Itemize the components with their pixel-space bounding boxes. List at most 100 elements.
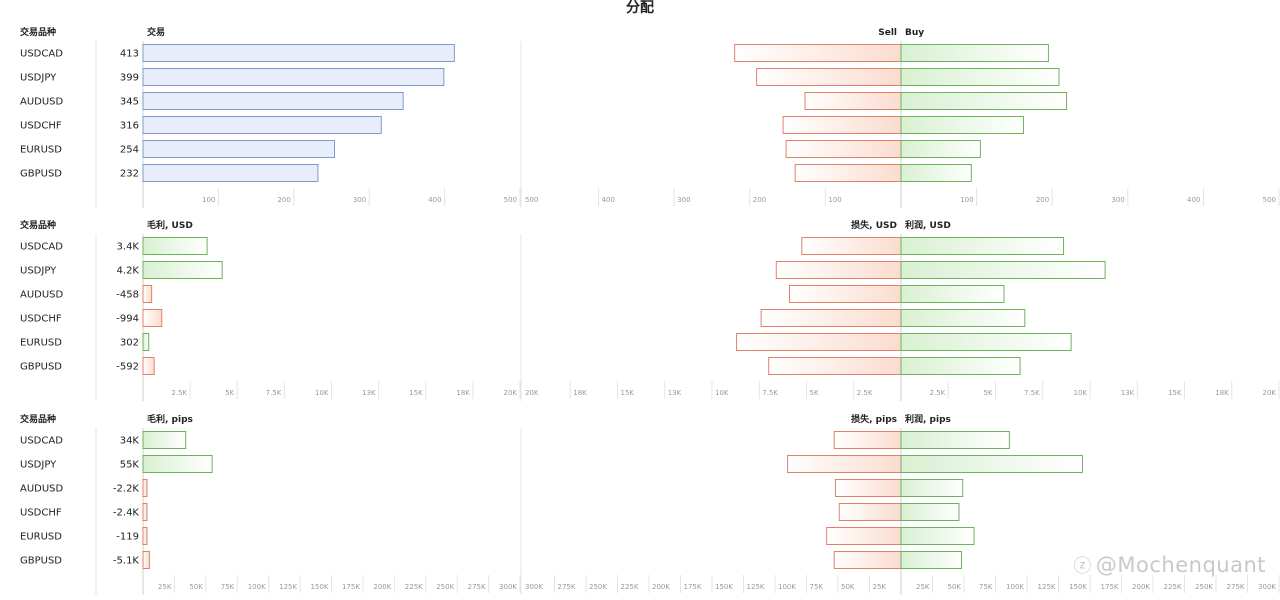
symbol-label: EURUSD — [20, 338, 62, 349]
value-label: 316 — [120, 121, 139, 132]
symbol-label: USDCHF — [20, 508, 62, 519]
sell-tick-label: 25K — [873, 583, 887, 591]
buy-tick-label: 15K — [1168, 389, 1182, 397]
sell-tick-label: 300K — [525, 583, 543, 591]
buy-tick-label: 5K — [983, 389, 992, 397]
sell-tick-label: 13K — [668, 389, 682, 397]
value-label: -119 — [116, 532, 139, 543]
left-tick-label: 175K — [342, 583, 360, 591]
left-bar — [142, 551, 150, 569]
left-tick-label: 125K — [279, 583, 297, 591]
symbol-label: GBPUSD — [20, 556, 62, 567]
value-label: 3.4K — [117, 242, 140, 253]
sell-tick-label: 175K — [684, 583, 702, 591]
buy-bar — [900, 357, 1021, 375]
value-label: -592 — [116, 362, 139, 373]
buy-tick-label: 13K — [1121, 389, 1135, 397]
buy-tick-label: 300 — [1111, 196, 1124, 204]
symbol-label: USDCAD — [20, 436, 63, 447]
sell-tick-label: 50K — [841, 583, 855, 591]
left-bar — [142, 333, 150, 351]
sell-bar — [804, 92, 902, 110]
value-label: 34K — [120, 436, 140, 447]
buy-bar — [900, 285, 1005, 303]
left-tick-label: 50K — [189, 583, 203, 591]
value-label: -994 — [116, 314, 139, 325]
buy-tick-label: 7.5K — [1024, 389, 1040, 397]
buy-tick-label: 75K — [979, 583, 993, 591]
left-bar — [142, 431, 187, 449]
buy-tick-label: 18K — [1215, 389, 1229, 397]
buy-bar — [900, 431, 1010, 449]
left-tick-label: 13K — [362, 389, 376, 397]
buy-tick-label: 100K — [1006, 583, 1024, 591]
buy-tick-label: 175K — [1101, 583, 1119, 591]
watermark-text: @Mochenquant — [1095, 553, 1266, 577]
buy-tick-label: 2.5K — [930, 389, 946, 397]
left-bar — [142, 68, 445, 86]
symbol-label: USDJPY — [20, 460, 57, 471]
buy-bar — [900, 503, 960, 521]
buy-tick-label: 150K — [1069, 583, 1087, 591]
sell-tick-label: 5K — [810, 389, 819, 397]
symbol-label: GBPUSD — [20, 362, 62, 373]
left-tick-label: 7.5K — [266, 389, 282, 397]
left-tick-label: 400 — [428, 196, 441, 204]
left-bar — [142, 140, 336, 158]
sell-tick-label: 150K — [715, 583, 733, 591]
sell-tick-label: 2.5K — [857, 389, 873, 397]
sell-bar — [736, 333, 902, 351]
symbol-label: USDJPY — [20, 266, 57, 277]
value-label: 4.2K — [117, 266, 140, 277]
left-tick-label: 300 — [353, 196, 366, 204]
buy-tick-label: 100 — [960, 196, 973, 204]
left-chart-header: 毛利, USD — [147, 219, 193, 231]
left-tick-label: 75K — [221, 583, 235, 591]
value-label: -2.4K — [113, 508, 140, 519]
page-title: 分配 — [626, 0, 654, 16]
sell-tick-label: 7.5K — [762, 389, 778, 397]
sell-tick-label: 15K — [621, 389, 635, 397]
watermark: ⓩ @Mochenquant — [1073, 552, 1266, 578]
left-tick-label: 18K — [456, 389, 470, 397]
left-tick-label: 20K — [504, 389, 518, 397]
value-label: -2.2K — [113, 484, 140, 495]
symbol-label: AUDUSD — [20, 97, 64, 108]
symbol-label: EURUSD — [20, 145, 62, 156]
left-bar — [142, 455, 213, 473]
left-tick-label: 200 — [277, 196, 290, 204]
left-tick-label: 300K — [499, 583, 517, 591]
sell-bar — [801, 237, 902, 255]
left-tick-label: 15K — [409, 389, 423, 397]
sell-bar — [838, 503, 902, 521]
left-bar — [142, 527, 148, 545]
sell-tick-label: 10K — [715, 389, 729, 397]
left-bar — [142, 116, 382, 134]
value-label: 345 — [120, 97, 139, 108]
sell-tick-label: 200K — [652, 583, 670, 591]
sell-bar — [760, 309, 902, 327]
buy-bar — [900, 527, 975, 545]
value-label: 413 — [120, 49, 139, 60]
left-tick-label: 225K — [405, 583, 423, 591]
buy-tick-label: 500 — [1263, 196, 1276, 204]
sell-tick-label: 400 — [602, 196, 615, 204]
sell-chart-header: 损失, pips — [851, 413, 897, 425]
buy-bar — [900, 551, 962, 569]
symbol-label: AUDUSD — [20, 290, 64, 301]
left-bar — [142, 237, 208, 255]
left-tick-label: 200K — [373, 583, 391, 591]
left-bar — [142, 357, 155, 375]
value-label: 399 — [120, 73, 139, 84]
left-tick-label: 2.5K — [171, 389, 187, 397]
value-label: 55K — [120, 460, 140, 471]
sell-bar — [788, 285, 902, 303]
sell-tick-label: 500 — [525, 196, 538, 204]
buy-chart-header: 利润, USD — [904, 219, 951, 231]
buy-bar — [900, 116, 1024, 134]
left-bar — [142, 44, 455, 62]
sell-tick-label: 100 — [828, 196, 841, 204]
value-label: 232 — [120, 169, 139, 180]
buy-bar — [900, 261, 1106, 279]
